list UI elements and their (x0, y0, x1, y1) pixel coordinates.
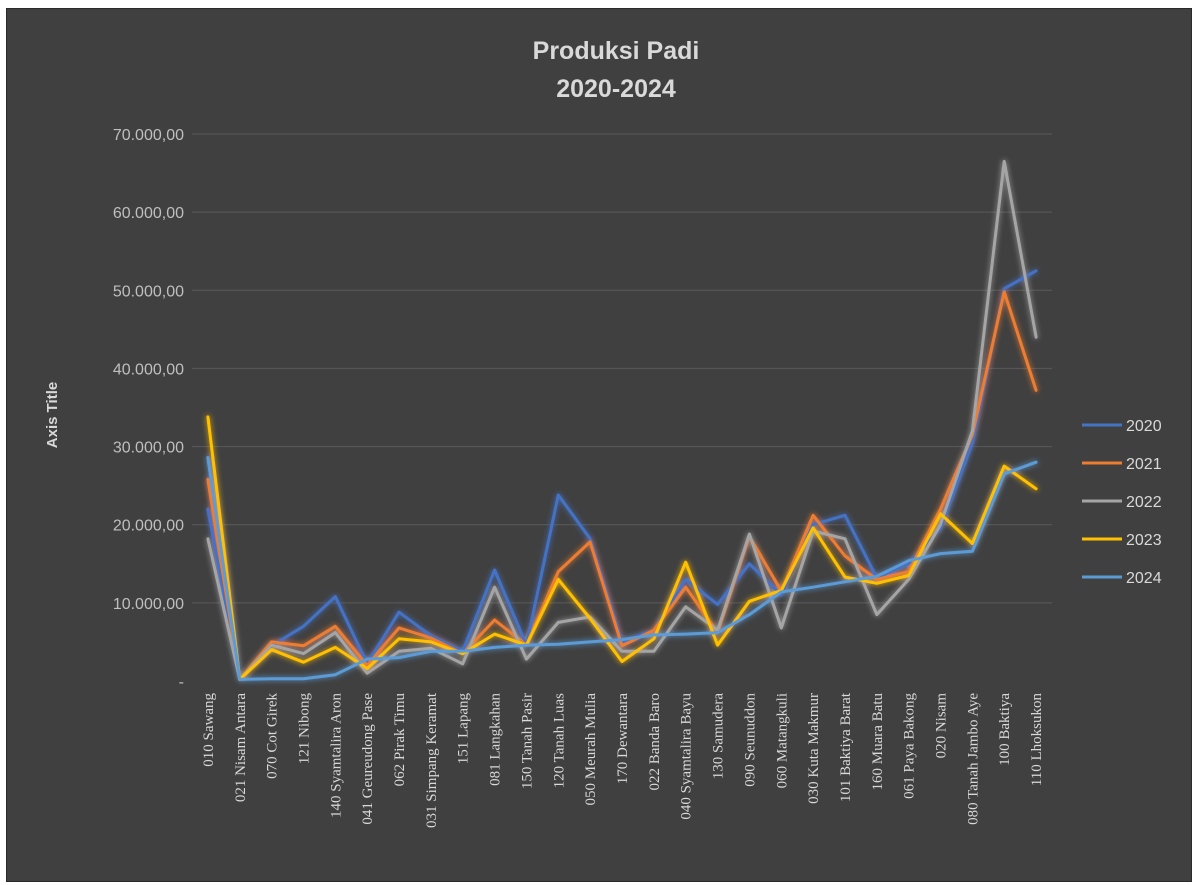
x-tick-label: 020 Nisam (934, 693, 950, 759)
x-tick-label: 120 Tanah Luas (551, 693, 567, 788)
x-tick-label: 081 Langkahan (488, 693, 504, 786)
chart-title-line-2: 2020-2024 (556, 75, 676, 103)
series-line-2020 (206, 269, 1038, 681)
x-tick-label: 101 Baktiya Barat (838, 692, 854, 802)
y-tick-label: 60.000,00 (113, 205, 184, 222)
legend-label-2022: 2022 (1126, 494, 1162, 511)
x-tick-label: 041 Geureudong Pase (360, 693, 376, 825)
x-tick-label: 150 Tanah Pasir (519, 693, 535, 789)
line-chart: Produksi Padi 2020-2024 Axis Title - 10.0… (44, 37, 1162, 828)
series-line-2024 (206, 456, 1038, 681)
x-tick-label: 100 Baktiya (997, 693, 1013, 766)
series-lines (206, 159, 1038, 681)
y-tick-label: - (179, 674, 184, 691)
legend-label-2020: 2020 (1126, 418, 1162, 435)
x-tick-label: 160 Muara Batu (870, 693, 886, 791)
x-tick-label: 031 Simpang Keramat (424, 692, 440, 828)
x-tick-label: 060 Matangkuli (774, 693, 790, 788)
x-tick-label: 110 Lhoksukon (1029, 693, 1045, 787)
y-tick-label: 30.000,00 (113, 440, 184, 457)
y-tick-label: 70.000,00 (113, 127, 184, 144)
x-tick-label: 062 Pirak Timu (392, 693, 408, 787)
y-tick-label: 40.000,00 (113, 361, 184, 378)
legend: 2020 2021 2022 2023 2024 (1082, 418, 1162, 587)
x-tick-label: 151 Lapang (456, 693, 472, 765)
chart-title-line-1: Produksi Padi (533, 37, 700, 65)
legend-label-2023: 2023 (1126, 532, 1162, 549)
x-tick-label: 022 Banda Baro (647, 693, 663, 790)
x-tick-label: 061 Paya Bakong (902, 693, 918, 799)
series-line-2022 (206, 159, 1038, 681)
x-tick-label: 070 Cot Girek (265, 693, 281, 779)
x-tick-label: 130 Samudera (711, 693, 727, 780)
x-tick-label: 170 Dewantara (615, 693, 631, 785)
series-line-2023 (206, 415, 1038, 681)
x-tick-label: 121 Nibong (296, 693, 312, 765)
chart-area: Produksi Padi 2020-2024 Axis Title - 10.0… (6, 8, 1192, 882)
legend-label-2021: 2021 (1126, 456, 1162, 473)
x-tick-label: 010 Sawang (201, 693, 217, 767)
x-tick-label: 090 Seunuddon (742, 693, 758, 787)
legend-label-2024: 2024 (1126, 570, 1162, 587)
x-tick-label: 021 Nisam Antara (233, 693, 249, 802)
gridlines (192, 133, 1052, 604)
x-tick-label: 050 Meurah Mulia (583, 693, 599, 806)
y-axis-ticks: - 10.000,00 20.000,00 30.000,00 40.000,00 50.… (113, 127, 184, 691)
y-tick-label: 10.000,00 (113, 596, 184, 613)
x-tick-label: 140 Syamtalira Aron (328, 693, 344, 818)
x-tick-label: 080 Tanah Jambo Aye (965, 693, 981, 825)
x-tick-label: 040 Syamtalira Bayu (679, 693, 695, 820)
x-tick-label: 030 Kuta Makmur (806, 693, 822, 804)
series-line-2021 (206, 290, 1038, 681)
y-axis-title: Axis Title (44, 382, 61, 448)
x-axis-ticks: 010 Sawang 021 Nisam Antara 070 Cot Girek 1… (201, 692, 1045, 828)
y-tick-label: 20.000,00 (113, 518, 184, 535)
y-tick-label: 50.000,00 (113, 283, 184, 300)
